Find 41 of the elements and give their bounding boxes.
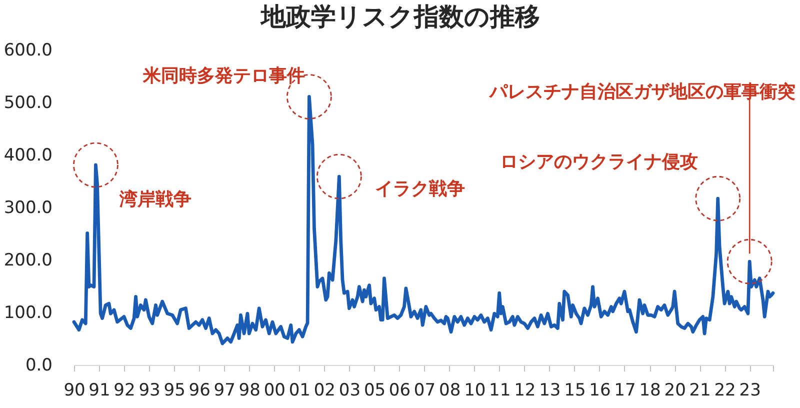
annotation: イラク戦争 xyxy=(375,178,466,200)
annotation: 湾岸戦争 xyxy=(118,188,192,210)
x-tick-label: 98 xyxy=(238,380,260,400)
y-tick-label: 0.0 xyxy=(25,356,52,376)
x-tick-label: 08 xyxy=(439,380,461,400)
y-tick-label: 300.0 xyxy=(4,198,52,218)
x-tick-label: 01 xyxy=(288,380,310,400)
x-tick-label: 16 xyxy=(589,380,611,400)
x-tick-label: 91 xyxy=(88,380,110,400)
x-tick-label: 15 xyxy=(564,380,586,400)
x-tick-label: 00 xyxy=(264,380,286,400)
x-tick-label: 22 xyxy=(714,380,736,400)
y-tick-label: 500.0 xyxy=(4,93,52,113)
y-tick-label: 100.0 xyxy=(4,303,52,323)
x-tick-label: 93 xyxy=(138,380,160,400)
x-tick-label: 20 xyxy=(664,380,686,400)
x-tick-label: 96 xyxy=(188,380,210,400)
x-tick-label: 21 xyxy=(689,380,711,400)
x-tick-label: 11 xyxy=(489,380,511,400)
x-tick-label: 90 xyxy=(64,380,86,400)
x-tick-label: 13 xyxy=(539,380,561,400)
y-tick-label: 200.0 xyxy=(4,250,52,270)
x-tick-label: 18 xyxy=(639,380,661,400)
x-tick-label: 23 xyxy=(739,380,761,400)
y-tick-label: 400.0 xyxy=(4,146,52,166)
x-tick-label: 02 xyxy=(314,380,336,400)
annotation: ロシアのウクライナ侵攻 xyxy=(500,152,698,173)
y-tick-label: 600.0 xyxy=(4,40,52,60)
x-tick-label: 92 xyxy=(114,380,136,400)
annotation: パレスチナ自治区ガザ地区の軍事衝突 xyxy=(488,82,796,103)
x-tick-label: 95 xyxy=(164,380,186,400)
x-tick-label: 17 xyxy=(614,380,636,400)
x-tick-label: 06 xyxy=(388,380,411,400)
annotation: 米同時多発テロ事件 xyxy=(142,66,306,87)
x-tick-label: 12 xyxy=(514,380,536,400)
x-tick-label: 07 xyxy=(414,380,436,400)
x-tick-label: 97 xyxy=(214,380,236,400)
chart-title: 地政学リスク指数の推移 xyxy=(260,2,540,31)
x-tick-label: 03 xyxy=(338,380,361,400)
x-tick-label: 10 xyxy=(464,380,486,400)
x-tick-label: 05 xyxy=(364,380,386,400)
